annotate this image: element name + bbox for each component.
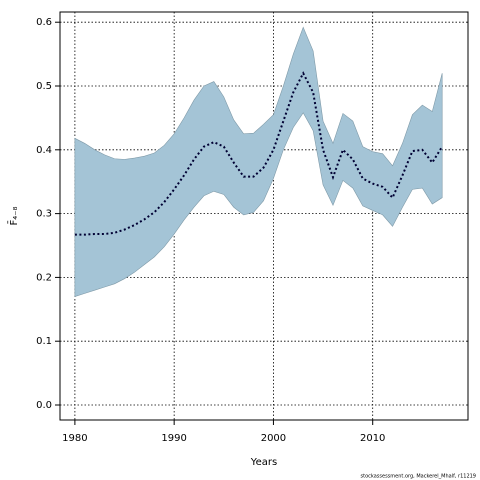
y-tick-label: 0.4 — [36, 145, 52, 156]
x-tick-label: 2010 — [360, 433, 385, 444]
y-tick-label: 0.0 — [36, 400, 52, 411]
y-tick-label: 0.3 — [36, 209, 52, 220]
y-tick-label: 0.6 — [36, 17, 52, 28]
y-tick-label: 0.2 — [36, 272, 52, 283]
plot-frame — [59, 11, 469, 421]
x-axis-label: Years — [250, 457, 277, 468]
mean-line — [74, 71, 444, 236]
confidence-band — [74, 26, 443, 297]
x-tick-label: 2000 — [261, 433, 286, 444]
x-tick-label: 1980 — [62, 433, 87, 444]
y-axis-label: F̄₄₋₈ — [7, 206, 20, 225]
x-tick-label: 1990 — [161, 433, 186, 444]
y-tick-label: 0.5 — [36, 81, 52, 92]
caption: stockassessment.org, Mackerel_Mhalf, r11… — [361, 474, 476, 480]
y-tick-label: 0.1 — [36, 336, 52, 347]
